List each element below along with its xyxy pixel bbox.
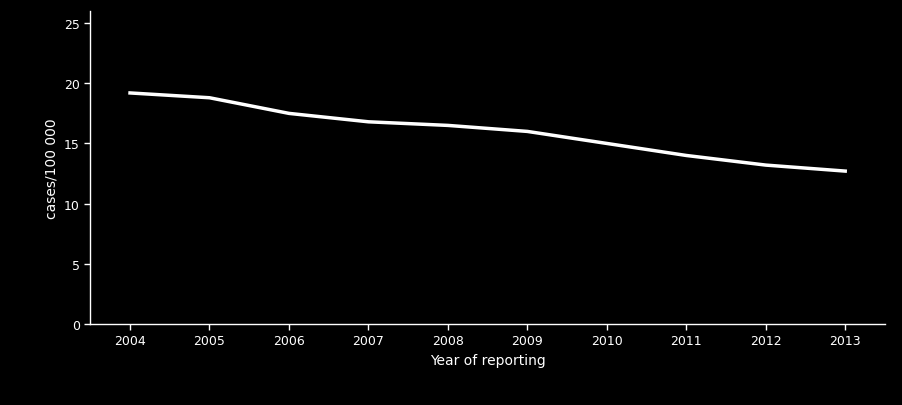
X-axis label: Year of reporting: Year of reporting (429, 353, 545, 367)
Y-axis label: cases/100 000: cases/100 000 (44, 118, 59, 218)
